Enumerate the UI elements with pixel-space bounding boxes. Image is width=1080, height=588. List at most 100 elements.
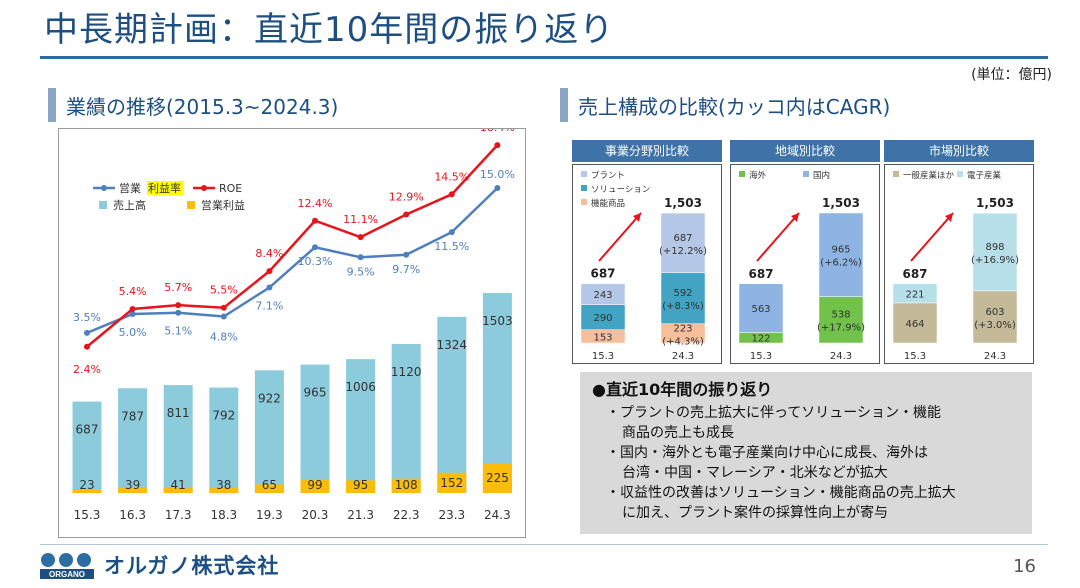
sales-bar xyxy=(437,316,467,493)
business-field-panel: 事業分野別比較 153 290 243 687 15.3 223 (+4.3%) 592 (+8… xyxy=(572,140,722,368)
legend-sales-label: 売上高 xyxy=(113,198,146,212)
x-tick-label: 17.3 xyxy=(165,508,192,522)
sales-value-label: 1324 xyxy=(437,338,468,352)
footer-divider xyxy=(40,544,1048,545)
x-tick-label: 15.3 xyxy=(74,508,101,522)
segment-label: 563 xyxy=(751,304,770,315)
legend-op-swatch xyxy=(187,201,195,209)
total-label: 1,503 xyxy=(976,196,1014,210)
legend-swatch xyxy=(957,171,963,177)
roe-label: 12.4% xyxy=(298,197,333,210)
segment-label: 965 xyxy=(831,245,850,256)
operating-margin-label: 9.7% xyxy=(392,263,420,276)
segment-label: (+12.2%) xyxy=(659,246,707,257)
review-heading: ●直近10年間の振り返り xyxy=(592,380,773,399)
legend-highlight xyxy=(147,181,183,195)
growth-arrow-head xyxy=(945,213,953,222)
legend-swatch xyxy=(803,171,809,177)
segment-label: 687 xyxy=(673,233,692,244)
total-label: 687 xyxy=(748,267,773,281)
market-chart-frame: 464 221 687 15.3 603 (+3.0%) 898 (+16.9%) 1,503 2… xyxy=(884,164,1034,364)
svg-text:ORGANO: ORGANO xyxy=(49,570,85,579)
x-tick-label: 24.3 xyxy=(984,351,1006,362)
review-item-line: ・プラントの売上拡大に伴ってソリューション・機能 xyxy=(606,405,942,421)
roe-label: 5.5% xyxy=(210,284,238,297)
roe-label: 18.4% xyxy=(480,129,515,134)
legend-swatch xyxy=(893,171,899,177)
review-item-line: ・収益性の改善はソリューション・機能商品の売上拡大 xyxy=(606,485,956,501)
operating-margin-point xyxy=(175,309,182,316)
operating-margin-label: 10.3% xyxy=(298,255,333,268)
growth-arrow-head xyxy=(633,213,641,222)
review-item-line: 商品の売上も成長 xyxy=(622,425,734,441)
legend-swatch xyxy=(581,185,587,191)
review-box: ●直近10年間の振り返り ・プラントの売上拡大に伴ってソリューション・機能 商品… xyxy=(580,372,1032,534)
x-tick-label: 21.3 xyxy=(347,508,374,522)
segment-bar xyxy=(738,283,784,333)
legend-label: 機能商品 xyxy=(591,198,625,209)
sales-bar xyxy=(72,401,102,493)
operating-profit-label: 41 xyxy=(171,478,186,492)
composition-heading: 売上構成の比較(カッコ内はCAGR) xyxy=(560,88,890,122)
segment-label: 290 xyxy=(593,313,612,324)
operating-profit-bar xyxy=(209,487,239,493)
sales-value-label: 1006 xyxy=(345,380,376,394)
x-tick-label: 20.3 xyxy=(302,508,329,522)
legend-label: 国内 xyxy=(813,170,830,181)
operating-profit-label: 65 xyxy=(262,478,277,492)
sales-bar xyxy=(391,343,421,493)
roe-point xyxy=(84,343,90,350)
segment-label: (+4.3%) xyxy=(662,336,704,347)
legend-swatch xyxy=(739,171,745,177)
operating-profit-bar xyxy=(118,487,148,493)
company-name: オルガノ株式会社 xyxy=(104,554,280,578)
operating-margin-point xyxy=(129,311,136,317)
review-item: ・収益性の改善はソリューション・機能商品の売上拡大 に加え、プラント案件の採算性… xyxy=(592,483,1020,523)
growth-arrow xyxy=(598,212,642,262)
operating-margin-point xyxy=(84,329,90,336)
segment-label: 122 xyxy=(751,334,770,345)
operating-profit-label: 38 xyxy=(216,478,231,492)
segment-bar xyxy=(972,212,1018,292)
x-tick-label: 16.3 xyxy=(119,508,146,522)
operating-profit-bar xyxy=(72,489,102,493)
sales-bar xyxy=(254,370,284,493)
operating-profit-label: 108 xyxy=(395,478,418,492)
roe-label: 2.4% xyxy=(73,363,101,376)
legend-label: 一般産業ほか xyxy=(903,170,955,181)
operating-margin-label: 5.1% xyxy=(164,325,192,338)
segment-label: (+6.2%) xyxy=(820,258,862,269)
segment-label: 153 xyxy=(593,332,612,343)
roe-point xyxy=(448,191,455,198)
legend-swatch xyxy=(581,199,587,205)
company-logo: ORGANO オルガノ株式会社 xyxy=(38,550,279,580)
segment-label: 603 xyxy=(985,307,1004,318)
operating-margin-point xyxy=(266,284,273,291)
operating-margin-point xyxy=(220,313,227,320)
roe-point xyxy=(403,211,410,218)
legend-op-label: 営業利益 xyxy=(201,198,245,212)
market-panel: 市場別比較 464 221 687 15.3 603 (+3.0%) 898 (+16.9%)… xyxy=(884,140,1034,368)
sales-bar xyxy=(482,293,512,493)
business-field-title: 事業分野別比較 xyxy=(572,140,722,162)
sales-bar xyxy=(300,364,330,493)
market-chart: 464 221 687 15.3 603 (+3.0%) 898 (+16.9%) 1,503 2… xyxy=(892,170,1019,362)
market-title: 市場別比較 xyxy=(884,140,1034,162)
legend-label: 電子産業 xyxy=(967,170,1002,181)
unit-label: (単位：億円) xyxy=(971,67,1052,83)
total-label: 687 xyxy=(590,267,615,281)
total-label: 1,503 xyxy=(664,196,702,210)
sales-bar xyxy=(346,359,376,493)
region-chart-frame: 122 563 687 15.3 538 (+17.9%) 965 (+6.2%) 1,503 2… xyxy=(730,164,880,364)
review-item-line: ・国内・海外とも電子産業向け中心に成長、海外は xyxy=(606,445,928,461)
segment-bar xyxy=(580,283,626,305)
x-tick-label: 24.3 xyxy=(484,508,511,522)
review-item: ・プラントの売上拡大に伴ってソリューション・機能 商品の売上も成長 xyxy=(592,403,1020,443)
segment-label: 464 xyxy=(905,319,924,330)
operating-profit-bar xyxy=(346,480,376,493)
legend-label: プラント xyxy=(591,171,625,181)
segment-label: 898 xyxy=(985,242,1004,253)
operating-margin-label: 9.5% xyxy=(347,265,375,278)
x-tick-label: 24.3 xyxy=(830,351,852,362)
sales-bar xyxy=(118,388,148,493)
